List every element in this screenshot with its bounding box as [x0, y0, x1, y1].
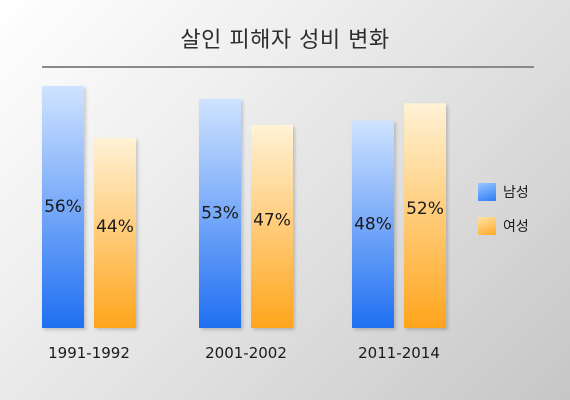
- data-label-male-1991-1992: 56%: [44, 197, 82, 217]
- bar-male-2001-2002: [199, 98, 241, 328]
- legend-label-female: 여성: [503, 219, 529, 235]
- category-label-2011-2014: 2011-2014: [358, 344, 440, 362]
- data-label-female-1991-1992: 44%: [96, 217, 134, 237]
- bar-male-1991-1992: [42, 86, 84, 328]
- data-label-female-2001-2002: 47%: [253, 210, 291, 230]
- category-label-1991-1992: 1991-1992: [48, 344, 130, 362]
- bar-female-2001-2002: [251, 124, 293, 329]
- bar-female-1991-1992: [94, 137, 136, 328]
- bar-female-2011-2014: [404, 103, 446, 329]
- data-label-female-2011-2014: 52%: [406, 199, 444, 219]
- legend-item-male: 남성: [478, 181, 558, 203]
- title-divider: [42, 66, 534, 68]
- legend-item-female: 여성: [478, 215, 558, 237]
- legend-swatch-male: [478, 183, 496, 201]
- data-label-male-2001-2002: 53%: [201, 203, 239, 223]
- chart-title: 살인 피해자 성비 변화: [180, 28, 390, 53]
- bar-male-2011-2014: [352, 120, 394, 328]
- legend-label-male: 남성: [503, 185, 529, 201]
- category-label-2001-2002: 2001-2002: [205, 344, 287, 362]
- legend-swatch-female: [478, 217, 496, 235]
- data-label-male-2011-2014: 48%: [354, 214, 392, 234]
